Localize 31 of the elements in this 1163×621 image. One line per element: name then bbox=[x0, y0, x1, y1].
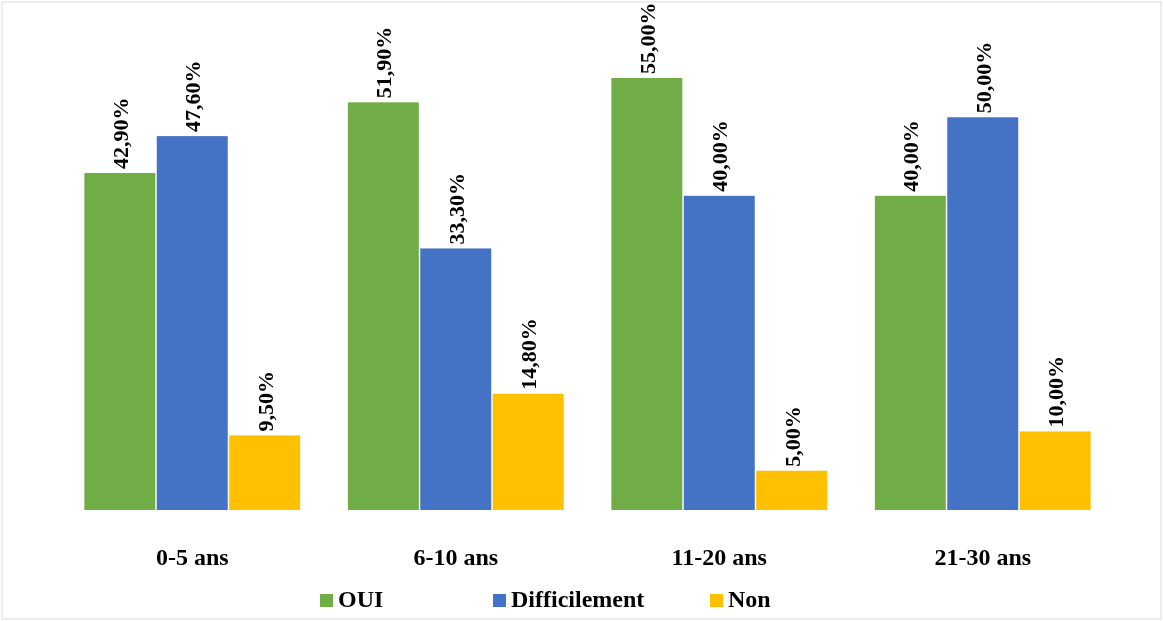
bar bbox=[156, 136, 228, 510]
data-label: 33,30% bbox=[443, 172, 469, 245]
bar bbox=[756, 470, 828, 510]
data-label: 42,90% bbox=[107, 97, 133, 170]
bar bbox=[420, 248, 492, 510]
data-label: 55,00% bbox=[634, 2, 660, 74]
bar bbox=[492, 393, 564, 510]
bar bbox=[229, 435, 301, 510]
x-tick-label: 0-5 ans bbox=[155, 544, 229, 570]
data-label: 10,00% bbox=[1043, 355, 1069, 428]
legend-label: Non bbox=[728, 586, 771, 612]
data-label: 40,00% bbox=[898, 120, 924, 192]
legend-label: OUI bbox=[338, 586, 384, 612]
legend-label: Difficilement bbox=[511, 586, 645, 612]
data-label: 9,50% bbox=[252, 370, 278, 432]
bar bbox=[947, 117, 1019, 510]
bar bbox=[347, 102, 419, 510]
x-tick-label: 21-30 ans bbox=[934, 544, 1032, 570]
bar bbox=[1019, 431, 1091, 510]
data-label: 51,90% bbox=[371, 26, 397, 99]
data-label: 14,80% bbox=[516, 318, 542, 390]
data-label: 40,00% bbox=[707, 120, 733, 192]
bar bbox=[683, 195, 755, 510]
bar bbox=[611, 78, 683, 510]
data-label: 47,60% bbox=[180, 60, 206, 133]
bar bbox=[84, 173, 156, 510]
bar bbox=[874, 195, 946, 510]
data-label: 5,00% bbox=[779, 406, 805, 467]
x-tick-label: 11-20 ans bbox=[671, 544, 767, 570]
x-tick-label: 6-10 ans bbox=[413, 544, 499, 570]
data-label: 50,00% bbox=[970, 41, 996, 114]
